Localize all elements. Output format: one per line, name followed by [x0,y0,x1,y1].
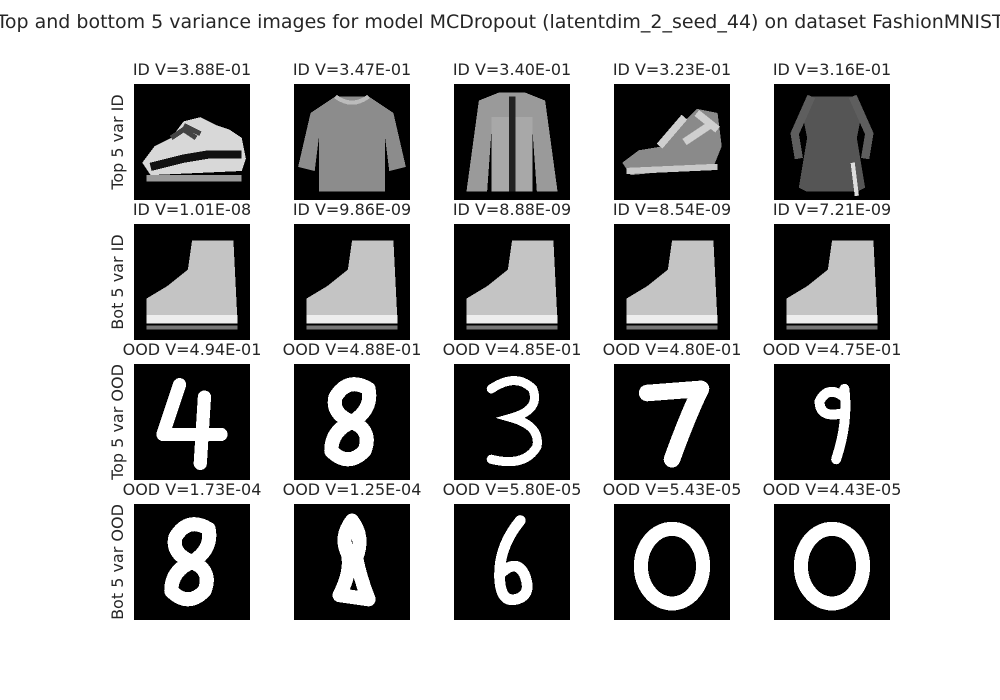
cell-title: OOD V=4.88E-01 [282,340,422,359]
cell-title: ID V=8.54E-09 [612,200,732,219]
row-label: Top 5 var OOD [108,364,127,480]
cell-title: OOD V=5.80E-05 [442,480,582,499]
cell-title: OOD V=4.43E-05 [762,480,902,499]
cell-title: OOD V=1.73E-04 [122,480,262,499]
cell-title: ID V=3.16E-01 [772,60,892,79]
thumbnail-shirt [294,84,410,200]
thumbnail-digit-6 [454,504,570,620]
cell-title: ID V=3.23E-01 [612,60,732,79]
row-label: Bot 5 var OOD [108,504,127,620]
thumbnail-dress [774,84,890,200]
thumbnail-digit-8 [134,504,250,620]
figure-title: Top and bottom 5 variance images for mod… [0,11,1000,33]
thumbnail-digit-7 [614,364,730,480]
thumbnail-sneaker [134,84,250,200]
thumbnail-boot [454,224,570,340]
cell-title: ID V=8.88E-09 [452,200,572,219]
thumbnail-coat [454,84,570,200]
row-label: Top 5 var ID [108,94,127,190]
cell-title: OOD V=4.75E-01 [762,340,902,359]
cell-title: OOD V=4.85E-01 [442,340,582,359]
thumbnail-boot [294,224,410,340]
thumbnail-boot [774,224,890,340]
cell-title: OOD V=5.43E-05 [602,480,742,499]
thumbnail-digit-0 [774,504,890,620]
cell-title: OOD V=1.25E-04 [282,480,422,499]
thumbnail-digit-8 [294,364,410,480]
cell-title: ID V=3.40E-01 [452,60,572,79]
cell-title: ID V=1.01E-08 [132,200,252,219]
cell-title: OOD V=4.80E-01 [602,340,742,359]
row-label: Bot 5 var ID [108,234,127,330]
thumbnail-sandal [614,84,730,200]
thumbnail-digit-1 [294,504,410,620]
cell-title: ID V=3.47E-01 [292,60,412,79]
thumbnail-boot [134,224,250,340]
cell-title: ID V=9.86E-09 [292,200,412,219]
cell-title: ID V=7.21E-09 [772,200,892,219]
thumbnail-digit-3 [454,364,570,480]
thumbnail-digit-0 [614,504,730,620]
cell-title: ID V=3.88E-01 [132,60,252,79]
thumbnail-boot [614,224,730,340]
cell-title: OOD V=4.94E-01 [122,340,262,359]
thumbnail-digit-4 [134,364,250,480]
thumbnail-digit-9 [774,364,890,480]
